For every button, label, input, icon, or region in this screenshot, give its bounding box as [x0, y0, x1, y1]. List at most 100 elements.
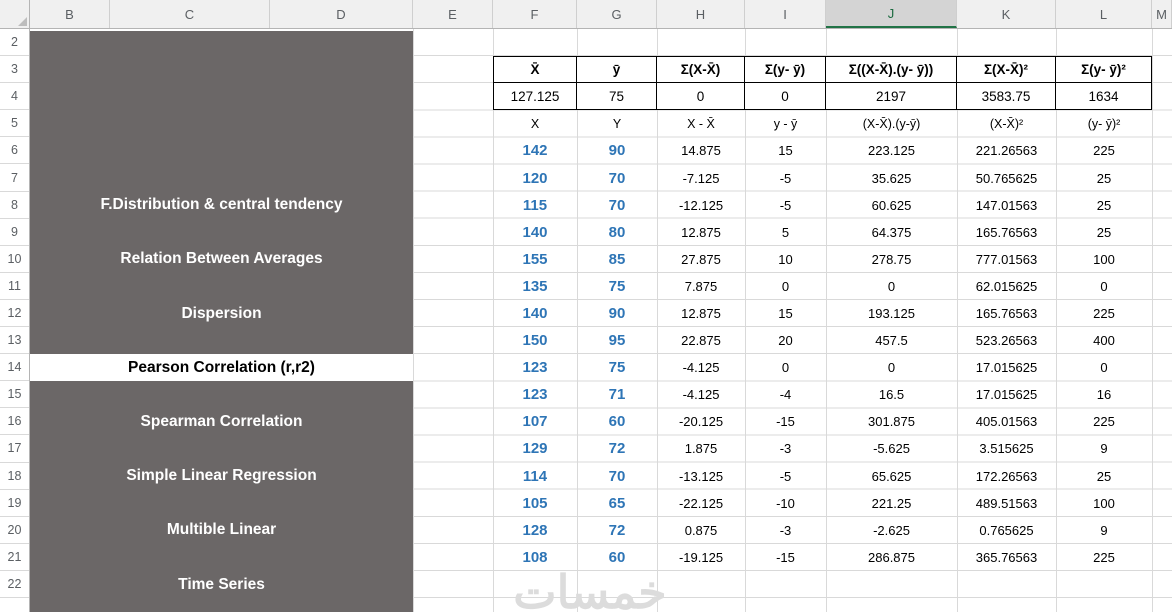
column-header[interactable]: D	[270, 0, 413, 28]
cell-x-value[interactable]: 105	[522, 494, 548, 512]
stats-header-cell[interactable]: Σ(y- ȳ)²	[1056, 56, 1152, 84]
cell-x-deviation[interactable]: 1.875	[684, 441, 718, 457]
cell-y-value[interactable]: 72	[608, 440, 626, 458]
cell-x-value[interactable]: 150	[522, 332, 548, 350]
cell-x-deviation-squared[interactable]: 221.26563	[975, 143, 1038, 159]
stats-header-cell[interactable]: X̄	[493, 56, 577, 84]
cell-x-deviation-squared[interactable]: 17.015625	[975, 360, 1038, 376]
cell-y-deviation-squared[interactable]: 0	[1100, 278, 1108, 294]
cell-x-value[interactable]: 114	[522, 467, 548, 485]
cell-product[interactable]: 0	[887, 278, 896, 294]
cell-product[interactable]: 221.25	[871, 495, 912, 511]
cell-x-deviation-squared[interactable]: 172.26563	[975, 468, 1038, 484]
cell-y-value[interactable]: 75	[608, 277, 626, 295]
stats-header-cell[interactable]: ȳ	[577, 56, 657, 84]
sidebar-item[interactable]: Simple Linear Regression	[126, 467, 317, 485]
stats-summary-cell[interactable]: 2197	[826, 83, 957, 111]
stats-label-cell[interactable]: (y- ȳ)²	[1087, 116, 1121, 131]
cell-y-deviation[interactable]: 10	[778, 251, 793, 267]
row-header[interactable]: 4	[0, 83, 29, 111]
row-header[interactable]: 20	[0, 517, 29, 544]
cell-y-value[interactable]: 95	[608, 332, 626, 350]
cell-y-deviation-squared[interactable]: 9	[1100, 522, 1108, 538]
cell-x-deviation[interactable]: 14.875	[681, 143, 721, 159]
row-header[interactable]: 5	[0, 110, 29, 138]
cell-y-deviation[interactable]: -10	[776, 495, 795, 511]
row-header[interactable]: 12	[0, 300, 29, 328]
cell-x-deviation[interactable]: 22.875	[681, 333, 721, 349]
cell-product[interactable]: 457.5	[875, 333, 908, 349]
cell-y-deviation[interactable]: -15	[776, 549, 795, 565]
cell-y-deviation[interactable]: 15	[778, 305, 793, 321]
column-header[interactable]: E	[413, 0, 493, 28]
cell-y-value[interactable]: 60	[608, 548, 626, 566]
cell-y-deviation[interactable]: 5	[781, 224, 790, 240]
cell-y-deviation-squared[interactable]: 225	[1093, 549, 1115, 565]
column-header[interactable]: C	[110, 0, 270, 28]
cell-x-value[interactable]: 115	[522, 196, 548, 214]
cell-x-value[interactable]: 128	[522, 521, 548, 539]
row-header[interactable]: 19	[0, 490, 29, 517]
sidebar-item[interactable]: Pearson Correlation (r,r2)	[30, 354, 413, 382]
cell-x-deviation-squared[interactable]: 17.015625	[975, 387, 1038, 403]
cell-x-deviation[interactable]: -7.125	[682, 170, 720, 186]
cell-y-deviation[interactable]: -3	[779, 441, 792, 457]
stats-header-cell[interactable]: Σ(y- ȳ)	[745, 56, 826, 84]
cell-x-deviation-squared[interactable]: 62.015625	[975, 278, 1038, 294]
cell-y-value[interactable]: 75	[608, 359, 626, 377]
row-header[interactable]: 2	[0, 29, 29, 57]
cell-x-value[interactable]: 140	[522, 304, 548, 322]
cell-product[interactable]: 278.75	[871, 251, 912, 267]
cell-y-deviation[interactable]: -5	[779, 197, 792, 213]
cell-x-value[interactable]: 142	[522, 142, 548, 160]
cell-y-deviation-squared[interactable]: 9	[1100, 441, 1108, 457]
row-header[interactable]: 15	[0, 381, 29, 409]
cell-x-deviation[interactable]: -4.125	[682, 387, 720, 403]
stats-label-cell[interactable]: (X-X̄).(y-ȳ)	[862, 116, 921, 131]
stats-summary-cell[interactable]: 75	[577, 83, 657, 111]
select-all-corner[interactable]	[0, 0, 30, 29]
cell-product[interactable]: 193.125	[868, 305, 915, 321]
cell-product[interactable]: 64.375	[871, 224, 912, 240]
stats-summary-cell[interactable]: 0	[657, 83, 745, 111]
row-header[interactable]: 6	[0, 137, 29, 165]
cell-x-value[interactable]: 108	[522, 548, 548, 566]
cell-x-value[interactable]: 129	[522, 440, 548, 458]
column-header[interactable]: K	[957, 0, 1056, 28]
cell-y-deviation[interactable]: -4	[779, 387, 792, 403]
row-header[interactable]: 18	[0, 463, 29, 490]
column-header[interactable]: L	[1056, 0, 1152, 28]
sidebar-item[interactable]: Time Series	[178, 575, 265, 593]
stats-label-cell[interactable]: y - ȳ	[773, 116, 798, 131]
column-header[interactable]: G	[577, 0, 657, 28]
column-header[interactable]: I	[745, 0, 826, 28]
column-header[interactable]: J	[826, 0, 957, 28]
cell-x-deviation-squared[interactable]: 3.515625	[979, 441, 1034, 457]
sidebar-item[interactable]: Spearman Correlation	[140, 412, 303, 430]
cell-x-value[interactable]: 120	[522, 169, 548, 187]
cell-y-deviation-squared[interactable]: 25	[1096, 197, 1112, 213]
cell-y-deviation-squared[interactable]: 25	[1096, 468, 1112, 484]
cell-y-value[interactable]: 60	[608, 413, 626, 431]
cell-x-deviation-squared[interactable]: 523.26563	[975, 333, 1038, 349]
cell-y-deviation-squared[interactable]: 16	[1096, 387, 1112, 403]
cell-y-value[interactable]: 65	[608, 494, 626, 512]
cell-x-deviation[interactable]: 7.875	[684, 278, 718, 294]
cell-y-value[interactable]: 70	[608, 169, 626, 187]
cell-product[interactable]: 60.625	[871, 197, 912, 213]
column-header[interactable]: B	[30, 0, 110, 28]
row-header[interactable]: 13	[0, 327, 29, 355]
cell-x-value[interactable]: 107	[522, 413, 548, 431]
stats-header-cell[interactable]: Σ(X-X̄)²	[957, 56, 1056, 84]
cell-y-deviation-squared[interactable]: 100	[1093, 495, 1115, 511]
cell-x-deviation[interactable]: 27.875	[681, 251, 721, 267]
sidebar-item[interactable]: Multible Linear	[166, 521, 277, 539]
cell-y-deviation-squared[interactable]: 225	[1093, 414, 1115, 430]
cell-y-deviation[interactable]: 0	[781, 278, 790, 294]
stats-summary-cell[interactable]: 127.125	[493, 83, 577, 111]
cell-product[interactable]: 286.875	[868, 549, 915, 565]
cell-x-deviation-squared[interactable]: 777.01563	[975, 251, 1038, 267]
cell-x-value[interactable]: 123	[522, 386, 548, 404]
stats-summary-cell[interactable]: 1634	[1056, 83, 1152, 111]
column-header[interactable]: F	[493, 0, 577, 28]
